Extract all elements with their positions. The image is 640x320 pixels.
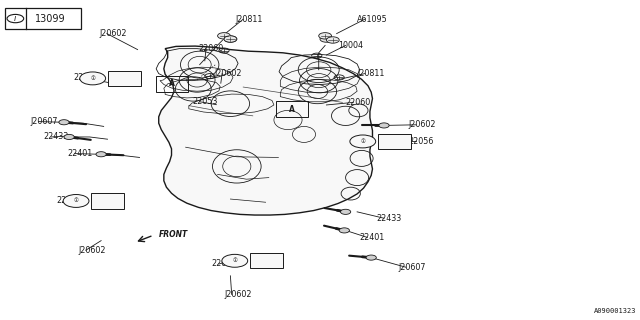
Text: J20602: J20602 [224,290,252,299]
Text: ①: ① [232,258,237,263]
Text: 22056: 22056 [56,196,82,204]
Text: 22060: 22060 [346,98,371,107]
Bar [378,134,411,149]
Bar [276,101,308,117]
Text: A090001323: A090001323 [595,308,637,314]
Text: 22056: 22056 [408,137,434,146]
Text: 10004: 10004 [338,41,363,50]
Circle shape [96,152,106,157]
Circle shape [218,33,230,39]
Bar [156,76,188,92]
Text: J20811: J20811 [236,15,263,24]
Text: 22053: 22053 [192,97,218,106]
Bar [250,253,283,268]
Circle shape [224,36,237,42]
Circle shape [63,195,89,207]
Text: 22401: 22401 [360,233,385,242]
Text: FRONT: FRONT [159,230,188,239]
Text: 22056: 22056 [74,73,99,82]
Circle shape [80,72,106,85]
Circle shape [350,135,376,148]
Circle shape [320,36,333,42]
Text: 13099: 13099 [35,13,66,24]
Text: i: i [14,14,17,23]
Text: 22060: 22060 [198,44,223,52]
Circle shape [339,228,349,233]
Bar [5,8,81,29]
Text: A: A [168,79,175,88]
Text: J20602: J20602 [99,29,127,38]
Text: A61095: A61095 [357,15,388,24]
Text: 22433: 22433 [376,214,401,223]
Circle shape [224,36,237,42]
Text: 22056: 22056 [211,260,237,268]
Circle shape [340,209,351,214]
Circle shape [59,120,69,125]
Text: ①: ① [74,198,79,204]
Bar [108,71,141,86]
Text: J20607: J20607 [31,117,58,126]
Text: A: A [289,105,295,114]
Text: J20602: J20602 [214,69,242,78]
Circle shape [319,33,332,39]
Circle shape [222,254,248,267]
Text: J20811: J20811 [357,69,385,78]
Polygon shape [159,46,372,215]
Text: ①: ① [90,76,95,81]
Circle shape [379,123,389,128]
Text: 22433: 22433 [44,132,68,141]
Text: J20602: J20602 [78,246,106,255]
Text: ①: ① [360,139,365,144]
Circle shape [64,134,74,140]
Text: 22401: 22401 [67,149,92,158]
Circle shape [326,37,339,43]
Text: J20602: J20602 [408,120,436,129]
Text: J20607: J20607 [398,263,426,272]
Circle shape [366,255,376,260]
Bar [91,193,124,209]
